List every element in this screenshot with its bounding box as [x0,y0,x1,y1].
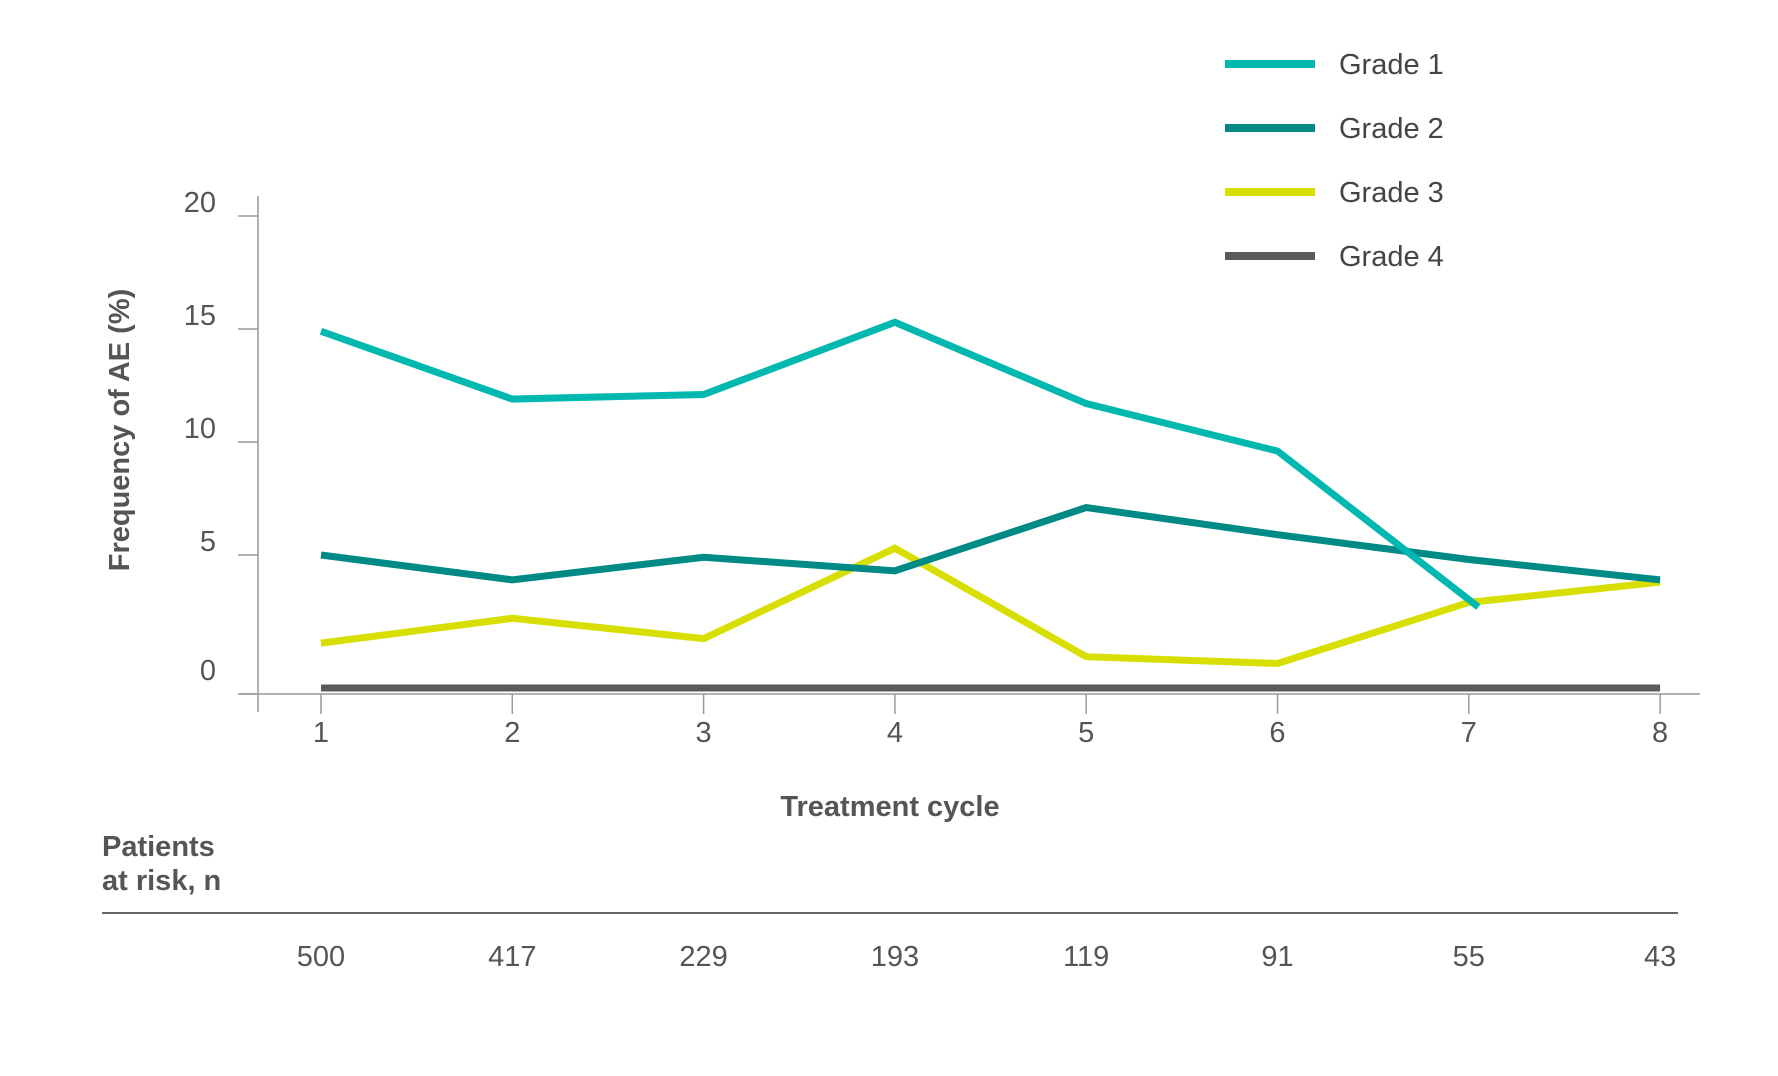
risk-table-label-line2: at risk, n [102,865,221,897]
risk-table-value: 91 [1261,941,1293,973]
x-tick-label: 6 [1269,717,1285,749]
risk-table-value: 43 [1644,941,1676,973]
x-axis-label: Treatment cycle [780,791,999,823]
legend-label: Grade 1 [1339,49,1444,81]
y-axis-label: Frequency of AE (%) [104,289,136,572]
y-tick-label: 20 [184,187,216,219]
legend-label: Grade 3 [1339,177,1444,209]
legend-label: Grade 2 [1339,113,1444,145]
x-tick-label: 2 [504,717,520,749]
series-line-grade-1 [319,318,1481,610]
x-tick-label: 5 [1078,717,1094,749]
x-tick-label: 8 [1652,717,1668,749]
y-tick-label: 0 [200,655,216,687]
y-tick-label: 5 [200,526,216,558]
risk-table-label-line1: Patients [102,831,215,863]
risk-table-value: 229 [679,941,727,973]
series-line-grade-2 [320,503,1661,584]
x-tick-label: 7 [1461,717,1477,749]
risk-table-value: 55 [1453,941,1485,973]
risk-table-value: 193 [871,941,919,973]
legend-label: Grade 4 [1339,241,1444,273]
y-tick-label: 10 [184,413,216,445]
x-tick-label: 1 [313,717,329,749]
risk-table-value: 417 [488,941,536,973]
series-line-grade-3 [320,544,1661,667]
risk-table-value: 500 [297,941,345,973]
risk-table-value: 119 [1063,941,1109,973]
axes [240,196,1700,712]
x-tick-label: 4 [887,717,903,749]
x-tick-label: 3 [696,717,712,749]
legend: Grade 1 Grade 2 Grade 3 Grade 4 [1225,49,1444,273]
y-tick-label: 15 [184,300,216,332]
